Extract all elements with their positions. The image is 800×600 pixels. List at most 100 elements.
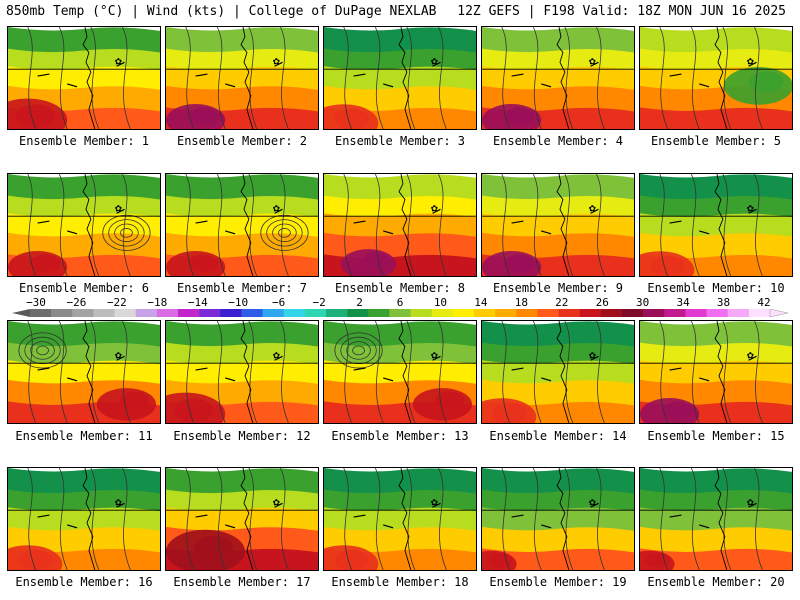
member-caption: Ensemble Member: 14	[489, 429, 627, 443]
member-map-panel: ✿	[165, 467, 319, 571]
member-caption: Ensemble Member: 17	[173, 575, 311, 589]
colorbar-segment	[72, 309, 94, 317]
colorbar-segment	[304, 309, 327, 317]
svg-text:✿: ✿	[431, 204, 438, 214]
colorbar-segment	[431, 309, 454, 317]
temperature-field: ✿	[8, 468, 160, 570]
colorbar-segment	[389, 309, 411, 317]
member-map-panel: ✿	[639, 173, 793, 277]
svg-text:✿: ✿	[115, 204, 122, 214]
colorbar-segment	[368, 309, 390, 317]
svg-text:✿: ✿	[589, 351, 596, 361]
member-caption: Ensemble Member: 8	[334, 281, 466, 295]
member-map-panel: ✿	[481, 320, 635, 424]
colorbar-segment	[516, 309, 538, 317]
colorbar-segment	[93, 309, 115, 317]
colorbar-tick-label: 10	[434, 296, 447, 309]
member-map-panel: ✿	[7, 173, 161, 277]
member-map-panel: ✿	[639, 320, 793, 424]
svg-text:✿: ✿	[273, 351, 280, 361]
colorbar-segment	[600, 309, 623, 317]
temperature-colorbar: −30 −26 −22 −18 −14 −10 −6 −2 2 6 10 14 18 22 26 30 34 38…	[12, 296, 789, 318]
colorbar-tick-label: 42	[757, 296, 770, 309]
member-caption: Ensemble Member: 16	[15, 575, 153, 589]
colorbar-tick-label: 22	[555, 296, 568, 309]
svg-text:✿: ✿	[115, 351, 122, 361]
member-caption: Ensemble Member: 4	[492, 134, 624, 148]
temperature-field: ✿	[324, 468, 476, 570]
colorbar-segment	[156, 309, 179, 317]
colorbar-tick-label: 34	[676, 296, 690, 309]
temperature-field: ✿	[166, 174, 318, 276]
member-caption: Ensemble Member: 18	[331, 575, 469, 589]
member-map-panel: ✿	[323, 467, 477, 571]
colorbar-tick-label: 2	[356, 296, 363, 309]
svg-text:✿: ✿	[115, 498, 122, 508]
member-map-panel: ✿	[481, 173, 635, 277]
colorbar-segment	[474, 309, 496, 317]
map-title: 850mb Temp (°C) | Wind (kts) | College o…	[6, 4, 437, 19]
temperature-field: ✿	[482, 27, 634, 129]
member-map-panel: ✿	[165, 320, 319, 424]
colorbar-tick-label: −2	[312, 296, 325, 309]
colorbar-segment	[30, 309, 52, 317]
colorbar-segment	[241, 309, 263, 317]
colorbar-segment	[220, 309, 242, 317]
member-caption: Ensemble Member: 19	[489, 575, 627, 589]
member-caption: Ensemble Member: 13	[331, 429, 469, 443]
svg-text:✿: ✿	[431, 57, 438, 67]
colorbar-segment	[706, 309, 729, 317]
colorbar-tick-label: 38	[717, 296, 730, 309]
colorbar-tick-label: 30	[636, 296, 649, 309]
temperature-field: ✿	[324, 321, 476, 423]
member-caption: Ensemble Member: 5	[650, 134, 782, 148]
colorbar-tick-label: −26	[67, 296, 87, 309]
temperature-field: ✿	[482, 174, 634, 276]
member-map-panel: ✿	[639, 26, 793, 130]
colorbar-segment	[326, 309, 348, 317]
temperature-field: ✿	[482, 468, 634, 570]
member-caption: Ensemble Member: 2	[176, 134, 308, 148]
member-caption: Ensemble Member: 15	[647, 429, 785, 443]
member-map-panel: ✿	[323, 26, 477, 130]
member-map-panel: ✿	[323, 320, 477, 424]
colorbar-segment	[748, 309, 771, 317]
temperature-field: ✿	[8, 174, 160, 276]
colorbar-segment	[347, 309, 369, 317]
temperature-field: ✿	[166, 321, 318, 423]
colorbar-segment	[558, 309, 581, 317]
colorbar-segment	[643, 309, 665, 317]
svg-text:✿: ✿	[589, 498, 596, 508]
colorbar-segment	[579, 309, 602, 317]
member-map-panel: ✿	[165, 173, 319, 277]
svg-text:✿: ✿	[273, 498, 280, 508]
member-caption: Ensemble Member: 10	[647, 281, 785, 295]
temperature-field: ✿	[324, 174, 476, 276]
colorbar-tick-label: 18	[515, 296, 528, 309]
member-caption: Ensemble Member: 11	[15, 429, 153, 443]
member-map-panel: ✿	[7, 26, 161, 130]
svg-text:✿: ✿	[273, 57, 280, 67]
temperature-field: ✿	[166, 468, 318, 570]
svg-text:✿: ✿	[115, 57, 122, 67]
colorbar-segment	[114, 309, 137, 317]
svg-text:✿: ✿	[431, 498, 438, 508]
member-map-panel: ✿	[481, 26, 635, 130]
colorbar-segment	[664, 309, 686, 317]
colorbar-tick-label: 14	[474, 296, 488, 309]
member-caption: Ensemble Member: 9	[492, 281, 624, 295]
temperature-field: ✿	[640, 174, 792, 276]
colorbar-tick-label: −30	[26, 296, 46, 309]
member-map-panel: ✿	[481, 467, 635, 571]
colorbar-tick-label: −18	[147, 296, 167, 309]
colorbar-segment	[495, 309, 517, 317]
colorbar-segment	[135, 309, 158, 317]
colorbar-segment	[410, 309, 433, 317]
svg-text:✿: ✿	[589, 204, 596, 214]
svg-text:✿: ✿	[273, 204, 280, 214]
colorbar-segment	[283, 309, 306, 317]
member-caption: Ensemble Member: 12	[173, 429, 311, 443]
svg-text:✿: ✿	[431, 351, 438, 361]
member-caption: Ensemble Member: 3	[334, 134, 466, 148]
member-map-panel: ✿	[7, 320, 161, 424]
